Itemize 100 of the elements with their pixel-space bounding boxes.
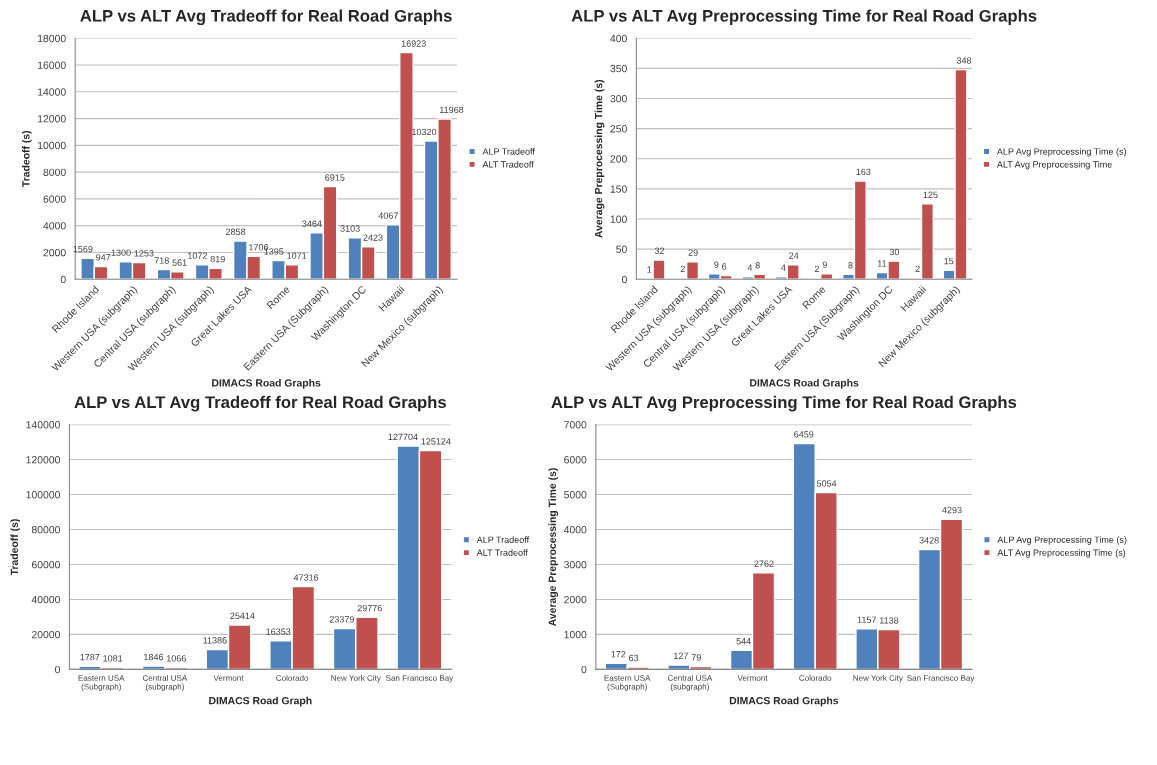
data-label: 1138 <box>879 617 899 624</box>
y-tick-label: 100000 <box>26 491 60 499</box>
data-label: 3428 <box>919 537 939 544</box>
data-label: 3103 <box>340 225 360 232</box>
y-tick-label: 80000 <box>31 525 60 534</box>
data-label: 1071 <box>287 252 307 259</box>
y-tick-label: 4000 <box>43 222 66 230</box>
x-tick-label: Vermont <box>213 675 244 681</box>
legend-label: ALT Tradeoff <box>476 549 528 556</box>
data-label: 23379 <box>329 616 354 623</box>
y-tick-label: 250 <box>610 125 627 133</box>
x-tick-label: Colorado <box>799 674 832 681</box>
data-label: 11968 <box>440 106 464 114</box>
y-tick-label: 2000 <box>564 595 587 604</box>
data-label: 1846 <box>144 653 164 661</box>
data-label: 125 <box>923 191 938 198</box>
legend-label: ALT Avg Preprocessing Time (s) <box>997 549 1126 558</box>
y-tick-label: 140000 <box>26 421 60 429</box>
y-tick-label: 350 <box>610 64 627 73</box>
data-label: 3464 <box>302 220 322 227</box>
y-tick-label: 6000 <box>43 195 66 203</box>
data-label: 63 <box>629 654 639 662</box>
y-tick-label: 0 <box>621 275 627 284</box>
data-label: 4293 <box>942 506 962 514</box>
x-axis-title: DIMACS Road Graphs <box>212 378 321 389</box>
data-label: 6915 <box>325 174 345 181</box>
legend-label: ALT Avg Preprocessing Time <box>996 160 1112 170</box>
y-axis-title: Tradeoff (s) <box>21 130 32 187</box>
data-label: 8 <box>848 262 853 269</box>
data-label: 718 <box>154 257 169 264</box>
y-tick-label: 120000 <box>26 456 60 464</box>
data-label: 9 <box>822 261 827 268</box>
data-label: 172 <box>611 651 626 658</box>
legend-label: ALP Tradeoff <box>482 148 535 155</box>
data-label: 9 <box>714 261 719 268</box>
legend-label: ALT Tradeoff <box>482 160 534 168</box>
data-label: 29 <box>688 249 698 256</box>
data-label: 2858 <box>226 228 246 236</box>
data-label: 1300 <box>111 249 131 256</box>
data-label: 2 <box>814 265 820 272</box>
data-label: 4 <box>781 264 786 271</box>
x-tick-label: San Francisco Bay <box>907 674 975 683</box>
x-tick-label: New York City <box>853 674 903 683</box>
x-axis-title: DIMACS Road Graphs <box>750 378 859 389</box>
data-label: 544 <box>736 638 751 645</box>
x-tick-label: Vermont <box>737 675 768 681</box>
y-tick-label: 50 <box>616 245 627 253</box>
y-tick-label: 14000 <box>38 88 66 96</box>
data-label: 2 <box>680 265 685 272</box>
data-label: 32 <box>654 247 665 254</box>
data-label: 819 <box>210 255 225 263</box>
y-tick-label: 2000 <box>43 248 66 257</box>
data-label: 47316 <box>293 574 319 581</box>
data-label: 127704 <box>388 433 418 441</box>
y-tick-label: 3000 <box>564 560 587 569</box>
y-axis-title: Tradeoff (s) <box>10 519 21 576</box>
x-tick-label: Central USA (subgraph) <box>667 674 713 692</box>
x-tick-label: San Francisco Bay <box>385 674 454 683</box>
y-tick-label: 150 <box>610 185 627 193</box>
data-label: 127 <box>674 652 689 659</box>
data-label: 947 <box>96 254 111 261</box>
chart-title: ALP vs ALT Avg Tradeoff for Real Road Graphs <box>80 9 452 26</box>
data-label: 24 <box>789 252 799 259</box>
y-tick-label: 6000 <box>564 456 587 464</box>
data-label: 125124 <box>421 438 451 445</box>
data-label: 11 <box>877 260 887 267</box>
data-label: 16923 <box>401 40 426 47</box>
y-tick-label: 18000 <box>38 34 66 43</box>
x-axis-title: DIMACS Road Graph <box>209 696 312 707</box>
chart-title: ALP vs ALT Avg Tradeoff for Real Road Graphs <box>74 395 446 412</box>
data-label: 1081 <box>103 655 123 662</box>
x-tick-label: Eastern USA (Subgraph) <box>78 675 125 692</box>
y-tick-label: 100 <box>610 215 627 223</box>
chart-title: ALP vs ALT Avg Preprocessing Time for Real Road Graphs <box>551 395 1017 412</box>
y-tick-label: 300 <box>610 94 627 103</box>
y-tick-label: 16000 <box>38 61 66 69</box>
x-tick-label: New York City <box>331 674 381 683</box>
data-label: 8 <box>755 262 760 269</box>
data-label: 16353 <box>266 628 291 635</box>
data-label: 348 <box>956 57 972 64</box>
data-label: 1072 <box>188 252 207 259</box>
y-tick-label: 20000 <box>31 630 60 639</box>
data-label: 4 <box>747 264 753 271</box>
data-label: 2 <box>915 265 920 272</box>
data-label: 2762 <box>754 560 774 567</box>
data-label: 29776 <box>357 604 382 612</box>
data-label: 10320 <box>412 128 437 136</box>
y-axis-title: Average Preprocessing Time (s) <box>548 468 559 627</box>
y-tick-label: 40000 <box>31 595 60 604</box>
y-tick-label: 0 <box>55 665 60 674</box>
legend-label: ALP Avg Preprocessing Time (s) <box>997 536 1127 545</box>
y-tick-label: 200 <box>610 155 627 163</box>
x-axis-title: DIMACS Road Graphs <box>729 696 839 707</box>
y-axis-title: Average Preprocessing Time (s) <box>594 79 605 238</box>
data-label: 4067 <box>378 212 398 219</box>
data-label: 6 <box>722 263 727 270</box>
x-tick-label: Eastern USA (Subgraph) <box>604 675 651 692</box>
data-label: 561 <box>172 259 187 266</box>
data-label: 1066 <box>166 655 186 662</box>
data-label: 79 <box>691 654 701 661</box>
